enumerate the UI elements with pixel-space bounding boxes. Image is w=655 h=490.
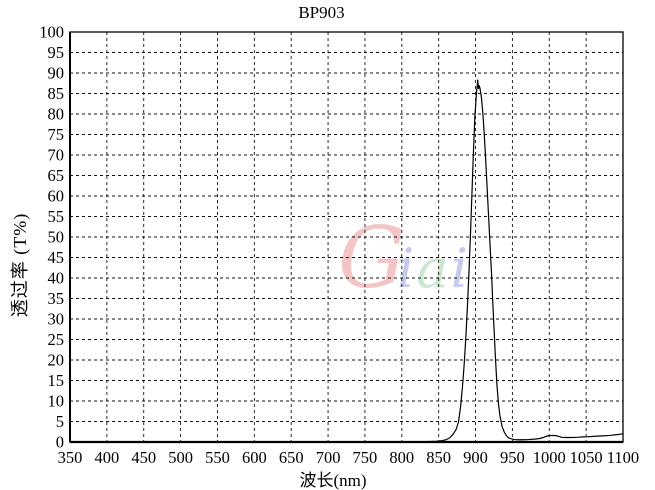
x-axis-title: 波长(nm) <box>299 471 367 490</box>
y-tick-label: 100 <box>39 23 64 42</box>
y-tick-label: 0 <box>56 433 64 452</box>
x-tick-label: 500 <box>168 448 193 467</box>
x-tick-label: 700 <box>316 448 341 467</box>
x-tick-label: 450 <box>131 448 156 467</box>
transmittance-curve <box>69 79 624 443</box>
x-tick-label: 650 <box>279 448 304 467</box>
y-tick-label: 90 <box>48 64 65 83</box>
chart-title: BP903 <box>298 3 345 22</box>
x-tick-label: 1050 <box>570 448 603 467</box>
y-tick-label: 70 <box>48 146 65 165</box>
y-tick-label: 10 <box>48 392 65 411</box>
y-tick-label: 15 <box>48 371 65 390</box>
x-tick-label: 850 <box>426 448 451 467</box>
y-tick-label: 60 <box>48 187 65 206</box>
y-tick-label: 75 <box>48 125 65 144</box>
y-tick-label: 30 <box>48 310 65 329</box>
y-tick-label: 35 <box>48 289 65 308</box>
y-tick-label: 80 <box>48 105 65 124</box>
x-tick-label: 750 <box>353 448 378 467</box>
y-tick-label: 85 <box>48 84 65 103</box>
y-axis-title: 透过率 (T%) <box>10 212 30 318</box>
x-tick-label: 600 <box>242 448 267 467</box>
y-tick-label: 55 <box>48 207 65 226</box>
y-tick-label: 20 <box>48 351 65 370</box>
x-tick-label: 950 <box>500 448 525 467</box>
y-tick-label: 25 <box>48 330 65 349</box>
y-tick-label: 40 <box>48 269 65 288</box>
x-tick-label: 550 <box>205 448 230 467</box>
x-tick-label: 1100 <box>607 448 639 467</box>
y-tick-label: 50 <box>48 228 65 247</box>
x-tick-label: 900 <box>463 448 488 467</box>
x-tick-label: 1000 <box>533 448 566 467</box>
y-tick-label: 95 <box>48 43 65 62</box>
y-tick-label: 45 <box>48 248 65 267</box>
y-tick-label: 65 <box>48 166 65 185</box>
y-tick-label: 5 <box>56 412 64 431</box>
x-tick-label: 350 <box>58 448 83 467</box>
x-tick-label: 400 <box>94 448 119 467</box>
x-tick-label: 800 <box>389 448 414 467</box>
